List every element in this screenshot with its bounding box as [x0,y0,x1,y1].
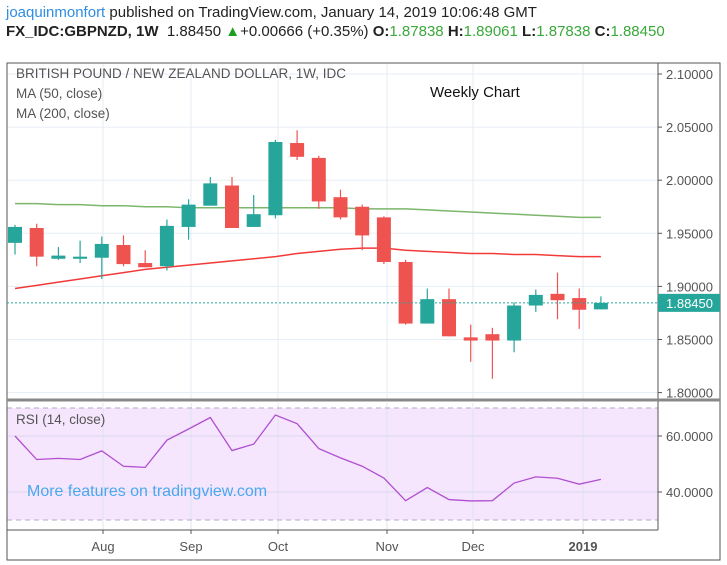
candle-down [333,197,348,218]
candle-down [550,293,565,301]
candle-up [51,255,66,259]
candle-up [507,305,522,341]
candle-down [311,157,326,202]
price-tick-label: 1.80000 [666,386,713,401]
close-label: C: [594,23,611,40]
candle-up [203,183,218,206]
candle-down [355,206,370,236]
candle-down [225,185,239,228]
ma200-legend[interactable]: MA (200, close) [16,106,110,121]
ma200-line [14,247,601,290]
candle-down [138,263,153,268]
symbol: FX_IDC:GBPNZD, 1W [6,23,159,40]
high-label: H: [447,23,464,40]
candle-down [290,143,305,157]
price-tick-label: 2.05000 [666,120,713,135]
price-tick-label: 1.90000 [666,279,713,294]
weekly-chart-annotation: Weekly Chart [430,84,520,101]
candle-up [73,256,88,259]
candle-down [463,337,478,341]
candle-down [29,227,44,257]
candle-up [528,294,543,306]
candle-up [159,225,174,267]
price-tick-label: 2.10000 [666,67,713,82]
low-value: 1.87838 [536,23,591,40]
time-tick-label: 2019 [569,539,598,554]
candle-down [442,299,456,337]
candle-down [485,334,500,341]
ma50-legend[interactable]: MA (50, close) [16,86,103,101]
quote-line: FX_IDC:GBPNZD, 1W 1.88450 ▲+0.00666 (+0.… [6,23,665,40]
author-link[interactable]: joaquinmonfort [6,4,106,21]
time-tick-label: Aug [91,539,114,554]
rsi-tick-label: 60.0000 [666,429,713,444]
up-arrow-icon: ▲ [225,23,241,40]
last-price-badge [658,293,720,312]
chart-title: BRITISH POUND / NEW ZEALAND DOLLAR, 1W, … [16,66,347,81]
low-label: L: [522,23,537,40]
open-label: O: [372,23,390,40]
open-value: 1.87838 [389,23,444,40]
candle-up [8,226,22,243]
candle-down [116,244,131,265]
time-tick-label: Sep [179,539,202,554]
candle-down [398,261,413,324]
publish-line: joaquinmonfort published on TradingView.… [6,4,537,21]
last-price-label: 1.88450 [666,296,713,311]
price-tick-label: 1.85000 [666,333,713,348]
rsi-line [14,414,602,502]
close-value: 1.88450 [610,23,665,40]
rsi-band [7,408,658,520]
time-tick-label: Dec [461,539,485,554]
candle-down [572,298,587,310]
time-tick-label: Oct [268,539,289,554]
price-tick-label: 2.00000 [666,173,713,188]
watermark[interactable]: More features on tradingview.com [27,483,268,500]
last-price: 1.88450 [166,23,222,40]
candle-up [181,204,196,227]
rsi-tick-label: 40.0000 [666,485,713,500]
candle-up [246,214,261,227]
rsi-legend[interactable]: RSI (14, close) [16,412,106,427]
candle-up [593,302,608,310]
time-tick-label: Nov [375,539,399,554]
ma50-line [15,202,601,219]
publish-info: published on TradingView.com, January 14… [109,4,537,21]
price-change: +0.00666 (+0.35%) [240,23,369,40]
high-value: 1.89061 [463,23,518,40]
candle-up [420,299,435,324]
price-tick-label: 1.95000 [666,226,713,241]
candle-up [268,141,283,216]
candle-down [376,217,391,262]
candle-up [94,243,109,258]
